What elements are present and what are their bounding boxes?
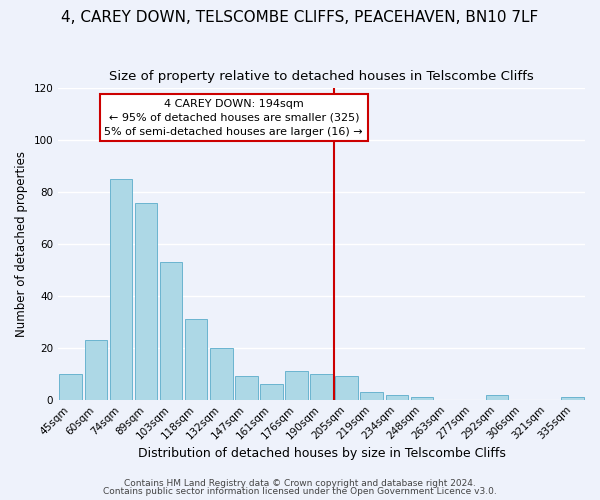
X-axis label: Distribution of detached houses by size in Telscombe Cliffs: Distribution of detached houses by size … [137,447,506,460]
Bar [486,394,508,400]
Bar [235,376,257,400]
Title: Size of property relative to detached houses in Telscombe Cliffs: Size of property relative to detached ho… [109,70,534,83]
Bar [85,340,107,400]
Bar [59,374,82,400]
Bar [561,397,584,400]
Bar [260,384,283,400]
Bar [134,202,157,400]
Bar [335,376,358,400]
Text: 4 CAREY DOWN: 194sqm
← 95% of detached houses are smaller (325)
5% of semi-detac: 4 CAREY DOWN: 194sqm ← 95% of detached h… [104,98,363,136]
Text: 4, CAREY DOWN, TELSCOMBE CLIFFS, PEACEHAVEN, BN10 7LF: 4, CAREY DOWN, TELSCOMBE CLIFFS, PEACEHA… [61,10,539,25]
Bar [285,371,308,400]
Text: Contains HM Land Registry data © Crown copyright and database right 2024.: Contains HM Land Registry data © Crown c… [124,478,476,488]
Bar [210,348,233,400]
Bar [110,179,132,400]
Bar [160,262,182,400]
Y-axis label: Number of detached properties: Number of detached properties [15,151,28,337]
Bar [361,392,383,400]
Bar [185,320,208,400]
Bar [310,374,333,400]
Bar [386,394,408,400]
Text: Contains public sector information licensed under the Open Government Licence v3: Contains public sector information licen… [103,487,497,496]
Bar [410,397,433,400]
